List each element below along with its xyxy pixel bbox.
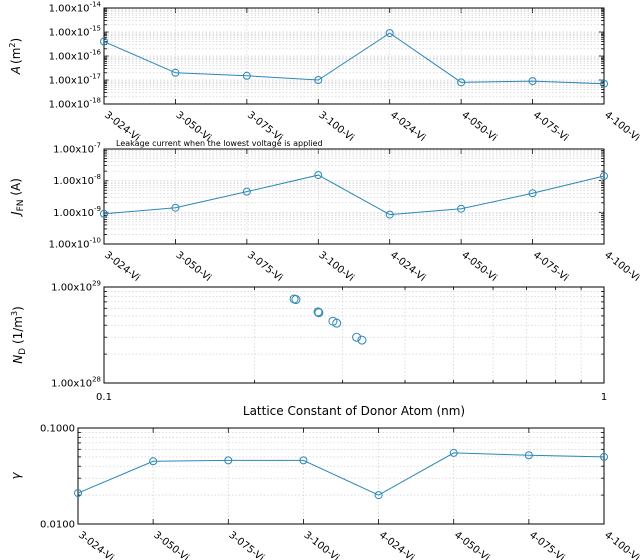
y-tick-label: 1.00x1029 [51,280,101,294]
data-point [149,457,158,466]
y-tick-label: 1.00x10-17 [49,73,101,87]
data-point [313,307,323,317]
data-point [299,456,308,465]
data-point [385,29,394,38]
data-point [524,451,533,460]
data-point [171,203,180,212]
x-tick-label: 4-100-Vi [602,110,640,144]
x-tick-label: 4-024-Vi [377,530,416,560]
x-tick-label: 0.1 [96,392,112,403]
chart-nd: 1.00x1028 1.00x1029 0.1 1 ND (1/m3) Lattice C… [10,280,607,419]
chart-area: 1.00x10-18 1.00x10-17 1.00x10-16 1.00x10-15… [8,1,640,144]
y-tick-label: 1.00x10-9 [53,205,101,219]
data-point [314,308,324,318]
x-tick-label: 3-050-Vi [174,250,213,284]
y-tick-label: 1.00x10-7 [53,142,101,156]
plot-frame [103,148,605,245]
data-point [171,68,180,77]
y-tick-label: 0.1000 [40,424,75,435]
x-tick-label: 4-075-Vi [527,530,566,560]
x-tick-label: 4-100-Vi [602,530,640,560]
annotation: Leakage current when the lowest voltage … [116,139,323,148]
x-tick-label: 4-075-Vi [531,250,570,284]
x-tick-label: 4-100-Vi [602,250,640,284]
series-line [77,452,605,496]
data-point [74,489,82,498]
x-tick-label: 4-050-Vi [452,530,491,560]
y-tick-label: 1.00x1028 [51,376,101,390]
y-tick-label: 1.00x10-10 [49,237,101,251]
data-point [352,332,362,342]
chart-jfn: 1.00x10-10 1.00x10-9 1.00x10-8 1.00x10-7 3-0… [9,139,640,284]
x-tick-label: 3-100-Vi [302,530,341,560]
data-point [600,452,608,461]
y-tick-label: 0.0100 [40,520,75,531]
x-tick-label: 3-024-Vi [102,250,141,284]
y-tick-label: 1.00x10-16 [49,49,102,63]
data-point [457,204,466,213]
y-axis-label: A(m2) [8,38,23,75]
data-point [224,456,233,465]
data-point [528,77,537,86]
x-tick-label: 4-050-Vi [459,250,498,284]
data-point [291,295,301,305]
data-point [314,76,323,84]
data-point [357,335,367,345]
series-line [103,174,605,216]
plot-frame [77,427,605,525]
data-point [528,189,537,198]
y-axis-label: ND (1/m3) [10,306,28,364]
data-point [449,448,458,457]
x-tick-label: 3-075-Vi [245,250,284,284]
x-axis-label: Lattice Constant of Donor Atom (nm) [243,404,465,418]
data-point [100,209,108,218]
data-point [600,172,608,181]
y-tick-label: 1.00x10-8 [53,173,101,187]
x-tick-label: 3-024-Vi [76,530,115,560]
y-axis-label: γ [9,472,23,480]
chart-gamma: 0.0100 0.1000 3-024-Vi 3-050-Vi 3-075-Vi 3-10… [9,424,640,560]
series-line [103,32,605,85]
data-point [314,171,323,180]
data-point [242,187,251,196]
data-point [457,78,466,87]
plot-frame [103,7,605,105]
x-tick-label: 4-024-Vi [388,110,427,144]
x-tick-label: 1 [601,392,607,403]
x-tick-label: 4-075-Vi [531,110,570,144]
data-point [242,71,251,80]
plot-frame [103,286,605,384]
x-tick-label: 4-050-Vi [459,110,498,144]
x-tick-label: 3-100-Vi [316,250,355,284]
x-tick-label: 4-024-Vi [388,250,427,284]
data-point [100,37,108,46]
x-tick-label: 3-050-Vi [151,530,190,560]
data-point [385,210,394,219]
data-point [374,491,383,500]
y-tick-label: 1.00x10-18 [49,97,101,111]
data-point [600,79,608,88]
x-tick-label: 3-075-Vi [226,530,265,560]
data-point [332,318,342,328]
y-axis-label: JFN (A) [9,178,26,217]
y-tick-label: 1.00x10-15 [49,25,101,39]
y-tick-label: 1.00x10-14 [49,1,102,15]
